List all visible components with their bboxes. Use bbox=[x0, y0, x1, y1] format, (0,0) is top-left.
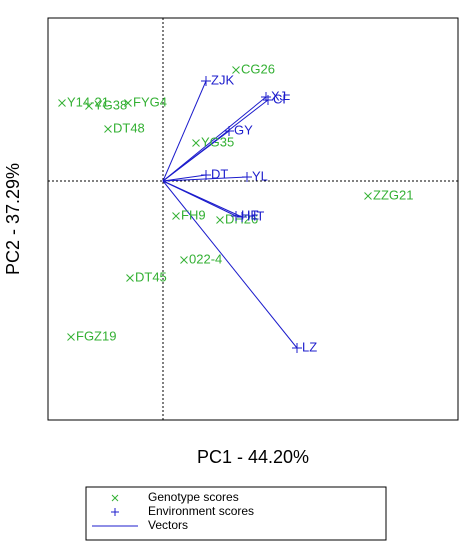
point-label: ZZG21 bbox=[373, 187, 413, 202]
point-label: CG26 bbox=[241, 61, 275, 76]
genotype-marker bbox=[180, 256, 188, 264]
genotype-marker bbox=[58, 99, 66, 107]
vector bbox=[162, 180, 298, 349]
marker-stroke bbox=[104, 125, 112, 133]
point-label: FGZ19 bbox=[76, 328, 116, 343]
point-label: YG38 bbox=[94, 97, 127, 112]
point-label: LZ bbox=[302, 339, 317, 354]
point-label: DT45 bbox=[135, 269, 167, 284]
marker-stroke bbox=[111, 494, 119, 502]
vector bbox=[162, 130, 230, 182]
genotype-marker bbox=[216, 216, 224, 224]
environment-marker bbox=[242, 172, 252, 182]
environment-marker bbox=[224, 126, 234, 136]
genotype-marker bbox=[111, 494, 119, 502]
marker-stroke bbox=[124, 99, 132, 107]
point-label: XJ bbox=[271, 88, 286, 103]
genotype-marker bbox=[126, 274, 134, 282]
marker-stroke bbox=[85, 102, 93, 110]
point-label: YG35 bbox=[201, 134, 234, 149]
legend-label: Vectors bbox=[148, 518, 188, 532]
point-label: FYG4 bbox=[133, 94, 167, 109]
genotype-marker bbox=[67, 333, 75, 341]
environment-marker bbox=[237, 212, 247, 222]
marker-stroke bbox=[232, 66, 240, 74]
environment-marker bbox=[292, 343, 302, 353]
genotype-marker bbox=[172, 212, 180, 220]
vector bbox=[162, 174, 207, 182]
point-label: CF bbox=[273, 91, 290, 106]
point-label: GY bbox=[234, 122, 253, 137]
genotype-marker bbox=[364, 192, 372, 200]
marker-stroke bbox=[126, 274, 134, 282]
marker-stroke bbox=[172, 212, 180, 220]
point-label: DT bbox=[211, 166, 228, 181]
point-label: FH9 bbox=[181, 207, 206, 222]
x-axis-label: PC1 - 44.20% bbox=[197, 447, 309, 467]
environment-marker bbox=[201, 170, 211, 180]
point-label: DT48 bbox=[113, 120, 145, 135]
point-label: HT bbox=[247, 208, 264, 223]
y-axis-label: PC2 - 37.29% bbox=[3, 163, 23, 275]
environment-marker bbox=[111, 508, 119, 516]
vector bbox=[162, 80, 207, 182]
vector bbox=[162, 176, 248, 182]
environment-marker bbox=[201, 76, 211, 86]
genotype-marker bbox=[124, 99, 132, 107]
marker-stroke bbox=[364, 192, 372, 200]
marker-stroke bbox=[192, 139, 200, 147]
legend-label: Environment scores bbox=[148, 504, 254, 518]
point-label: ZJK bbox=[211, 72, 234, 87]
point-label: Y14-21 bbox=[67, 94, 109, 109]
genotype-marker bbox=[232, 66, 240, 74]
marker-stroke bbox=[216, 216, 224, 224]
point-label: YL bbox=[252, 168, 268, 183]
marker-stroke bbox=[180, 256, 188, 264]
environment-marker bbox=[263, 95, 273, 105]
legend-label: Genotype scores bbox=[148, 490, 239, 504]
point-label: 022-4 bbox=[189, 251, 222, 266]
marker-stroke bbox=[67, 333, 75, 341]
point-label: HE bbox=[241, 207, 259, 222]
marker-stroke bbox=[58, 99, 66, 107]
genotype-marker bbox=[192, 139, 200, 147]
plot-frame bbox=[47, 17, 459, 421]
genotype-marker bbox=[104, 125, 112, 133]
environment-marker bbox=[231, 211, 241, 221]
vector bbox=[162, 96, 267, 182]
legend-box bbox=[85, 486, 387, 541]
vector bbox=[162, 180, 243, 218]
genotype-marker bbox=[85, 102, 93, 110]
